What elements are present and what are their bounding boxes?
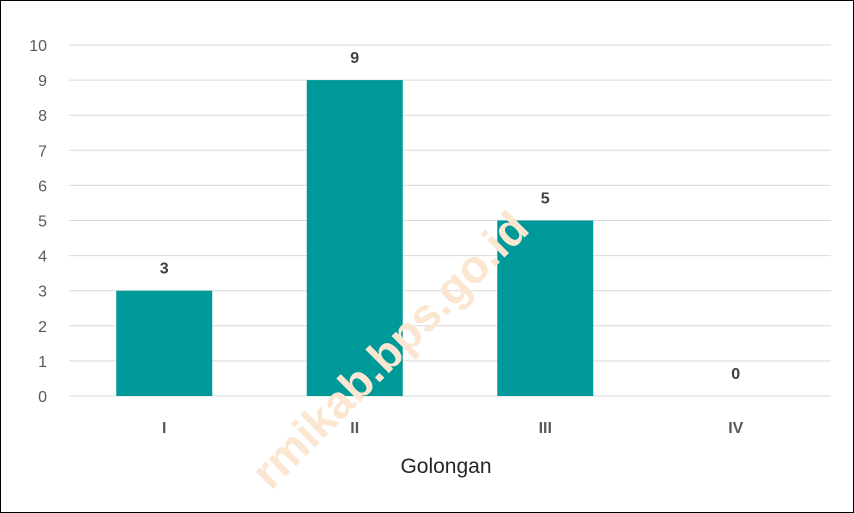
y-tick-label-0: 0: [38, 389, 47, 406]
x-tick-label-I: I: [162, 420, 166, 437]
x-axis-ticks: I II III IV: [162, 420, 744, 437]
y-tick-label-6: 6: [38, 178, 47, 195]
bar-III: [497, 220, 594, 396]
bar-II: [306, 80, 403, 396]
data-label-I: 3: [160, 261, 169, 278]
y-tick-label-2: 2: [38, 319, 47, 336]
data-label-IV: 0: [731, 366, 740, 383]
y-tick-label-1: 1: [38, 354, 47, 371]
y-axis-ticks: 0 1 2 3 4 5 6 7 8 9 10: [29, 38, 47, 406]
y-tick-label-5: 5: [38, 214, 47, 231]
x-tick-label-IV: IV: [728, 420, 743, 437]
y-tick-label-7: 7: [38, 143, 47, 160]
bar-I: [116, 290, 213, 396]
data-label-III: 5: [541, 191, 550, 208]
x-tick-label-II: II: [350, 420, 359, 437]
y-tick-label-4: 4: [38, 249, 47, 266]
y-tick-label-3: 3: [38, 284, 47, 301]
y-tick-label-9: 9: [38, 73, 47, 90]
data-labels: 3 9 5 0: [160, 50, 741, 383]
x-tick-label-III: III: [539, 420, 552, 437]
data-label-II: 9: [350, 50, 359, 67]
bars: [116, 80, 594, 396]
y-tick-label-10: 10: [29, 38, 47, 55]
x-axis-title: Golongan: [400, 455, 491, 478]
y-tick-label-8: 8: [38, 108, 47, 125]
